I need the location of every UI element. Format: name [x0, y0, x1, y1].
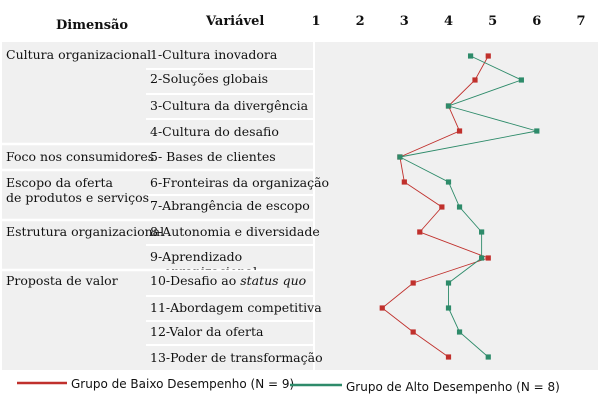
- data-point-low: [379, 305, 385, 311]
- data-point-high: [445, 103, 452, 109]
- x-tick-label: 4: [443, 14, 454, 29]
- dimension-label: de produtos e serviços: [6, 190, 150, 205]
- variable-column-header: Variável: [206, 14, 265, 29]
- variable-label: 2-Soluções globais: [150, 71, 269, 86]
- x-tick-label: 3: [399, 14, 409, 29]
- data-point-high: [485, 354, 491, 360]
- variable-label: 7-Abrangência de escopo: [150, 198, 310, 213]
- variable-label-continued: organizacional: [164, 264, 257, 270]
- data-point-high: [534, 128, 540, 134]
- legend-swatch-low: [17, 381, 67, 385]
- data-point-high: [467, 53, 474, 59]
- variable-label: 1-Cultura inovadora: [150, 47, 278, 62]
- variable-label: 9-Aprendizado: [150, 249, 243, 264]
- data-point-low: [410, 329, 416, 335]
- data-point-high: [456, 204, 463, 210]
- variable-panel: [146, 42, 313, 370]
- dimension-label: Proposta de valor: [6, 273, 118, 288]
- variable-label: 8-Autonomia e diversidade: [150, 224, 320, 239]
- data-point-low: [485, 255, 491, 261]
- variable-label: 13-Poder de transformação: [150, 350, 323, 365]
- data-point-low: [410, 280, 416, 286]
- data-point-low: [401, 179, 407, 185]
- data-point-high: [479, 255, 485, 261]
- data-point-low: [456, 128, 463, 134]
- variable-label: 12-Valor da oferta: [150, 324, 264, 339]
- variable-label: 4-Cultura do desafio: [150, 124, 279, 139]
- variable-label: 3-Cultura da divergência: [150, 98, 309, 113]
- data-point-high: [445, 179, 452, 185]
- variable-label: 6-Fronteiras da organização: [150, 175, 330, 190]
- data-point-high: [479, 229, 485, 235]
- data-point-high: [397, 154, 403, 160]
- x-tick-label: 6: [532, 14, 542, 29]
- variable-label-italic: status quo: [240, 273, 307, 288]
- variable-label-text: 10-Desafio ao: [150, 273, 241, 288]
- series-line-low: [381, 55, 490, 358]
- legend-label-low: Grupo de Baixo Desempenho (N = 9): [71, 377, 295, 391]
- variable-label: 10-Desafio ao status quo: [150, 273, 306, 288]
- data-point-low: [417, 229, 423, 235]
- dimension-label: Cultura organizacional: [6, 47, 152, 62]
- data-point-high: [456, 329, 463, 335]
- data-point-low: [445, 354, 452, 360]
- x-tick-label: 5: [488, 14, 498, 29]
- dimension-label: Estrutura organizacional: [6, 224, 165, 239]
- variable-label-clipped: organizacional: [150, 264, 310, 270]
- variable-label: 5- Bases de clientes: [150, 149, 276, 164]
- data-point-low: [485, 53, 491, 59]
- legend-label-high: Grupo de Alto Desempenho (N = 8): [346, 380, 560, 394]
- x-tick-label: 1: [311, 14, 321, 29]
- x-tick-label: 7: [576, 14, 586, 29]
- variable-label: 11-Abordagem competitiva: [150, 300, 322, 315]
- dimension-label: Escopo da oferta: [6, 175, 113, 190]
- series-line-high: [398, 55, 537, 358]
- data-point-high: [518, 77, 524, 83]
- data-point-low: [472, 77, 478, 83]
- x-tick-label: 2: [355, 14, 365, 29]
- dimension-label: Foco nos consumidores: [6, 149, 155, 164]
- data-point-high: [445, 305, 452, 311]
- plot-panel: [315, 42, 598, 370]
- data-point-low: [439, 204, 445, 210]
- data-point-high: [445, 280, 452, 286]
- legend-swatch-high: [290, 383, 342, 387]
- dimension-column-header: Dimensão: [56, 18, 129, 33]
- dimension-panel: [2, 42, 146, 370]
